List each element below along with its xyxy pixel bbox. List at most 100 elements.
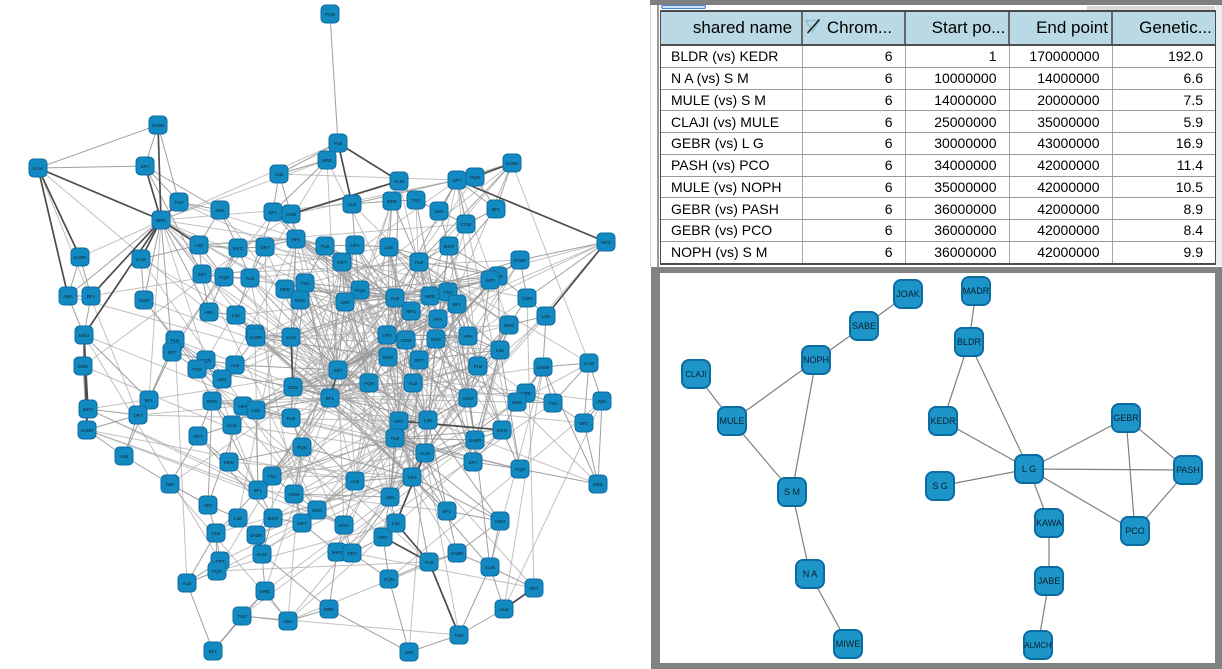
svg-text:DRT: DRT [337,260,347,265]
svg-text:PLB: PLB [171,338,180,343]
svg-text:PLB: PLB [415,260,424,265]
svg-text:HPA: HPA [203,503,213,508]
svg-text:HPA: HPA [238,404,248,409]
svg-text:NOPH: NOPH [803,355,829,365]
svg-text:DRT: DRT [579,421,589,426]
svg-text:SRT: SRT [529,586,538,591]
svg-text:TSO: TSO [300,281,310,286]
svg-text:KLM: KLM [420,451,430,456]
svg-text:HPA: HPA [433,317,443,322]
svg-text:JWA: JWA [63,294,73,299]
svg-text:TSO: TSO [407,475,417,480]
svg-text:BFL: BFL [254,488,263,493]
svg-text:MIWE: MIWE [836,639,861,649]
svg-text:CDM: CDM [139,298,150,303]
svg-text:JWA: JWA [597,399,607,404]
svg-text:N A: N A [803,569,818,579]
svg-text:ALB: ALB [351,479,360,484]
svg-text:JWA: JWA [165,482,175,487]
svg-text:SRT: SRT [215,559,224,564]
svg-text:JWA: JWA [215,208,225,213]
svg-text:S G: S G [932,481,948,491]
svg-text:PLB: PLB [287,416,296,421]
svg-text:MRE: MRE [387,199,397,204]
svg-text:BFL: BFL [145,398,154,403]
svg-text:JWA: JWA [217,377,227,382]
svg-text:BFL: BFL [443,509,452,514]
svg-text:GABR: GABR [536,365,550,370]
svg-text:PASH: PASH [1176,465,1200,475]
svg-text:PQN: PQN [325,12,335,17]
svg-text:NRG: NRG [601,240,612,245]
svg-text:KEDR: KEDR [930,416,956,426]
svg-text:CDM: CDM [461,222,472,227]
svg-text:KLM: KLM [257,552,267,557]
svg-text:ALMCH: ALMCH [1024,641,1051,650]
svg-text:SRT: SRT [452,178,461,183]
svg-text:JABE: JABE [1038,576,1061,586]
svg-text:MKO: MKO [332,550,343,555]
svg-text:KLM: KLM [33,166,43,171]
svg-text:GABR: GABR [249,335,263,340]
svg-text:PQN: PQN [470,175,480,180]
svg-text:CDM: CDM [401,338,412,343]
svg-text:GABR: GABR [80,428,94,433]
svg-text:MKO: MKO [504,323,515,328]
svg-text:KLM: KLM [485,565,495,570]
svg-text:KLM: KLM [394,179,404,184]
svg-text:MRE: MRE [593,482,603,487]
svg-text:MKO: MKO [268,516,279,521]
svg-text:TSO: TSO [454,633,464,638]
svg-text:LSE: LSE [252,408,261,413]
svg-text:SABE: SABE [852,321,876,331]
svg-text:GABR: GABR [450,551,464,556]
svg-text:PQN: PQN [212,569,222,574]
svg-text:PLB: PLB [212,531,221,536]
svg-text:HPA: HPA [394,419,404,424]
svg-text:L G: L G [1022,464,1036,474]
svg-text:LSE: LSE [385,245,394,250]
svg-text:GABR: GABR [73,255,87,260]
svg-text:ALB: ALB [348,202,357,207]
svg-text:GABR: GABR [249,533,263,538]
svg-text:TSO: TSO [443,290,453,295]
svg-text:CDM: CDM [495,519,506,524]
svg-text:JOAK: JOAK [896,289,920,299]
svg-text:GABR: GABR [513,258,527,263]
svg-text:S M: S M [784,487,800,497]
svg-text:DRT: DRT [133,413,143,418]
svg-text:DRT: DRT [382,333,392,338]
svg-text:GEBR: GEBR [1113,413,1139,423]
svg-text:KLM: KLM [136,257,146,262]
svg-text:SRT: SRT [197,272,206,277]
svg-text:MRE: MRE [425,294,435,299]
svg-text:DRT: DRT [297,521,307,526]
svg-text:MKO: MKO [497,428,508,433]
svg-text:NRG: NRG [431,337,442,342]
svg-text:MKO: MKO [383,355,394,360]
svg-text:BFL: BFL [453,302,462,307]
svg-text:BLDR: BLDR [957,337,982,347]
svg-text:CDM: CDM [463,396,474,401]
svg-text:NRG: NRG [295,298,306,303]
svg-text:NRG: NRG [156,218,167,223]
svg-text:GABR: GABR [151,123,165,128]
svg-text:ALB: ALB [275,172,284,177]
svg-text:LSE: LSE [234,516,243,521]
svg-text:HPA: HPA [378,535,388,540]
svg-text:PQN: PQN [355,288,365,293]
svg-text:MRE: MRE [324,607,334,612]
svg-text:NRG: NRG [339,523,350,528]
svg-text:MRE: MRE [521,391,531,396]
svg-text:BFL: BFL [87,294,96,299]
svg-text:MRE: MRE [280,287,290,292]
svg-text:PLB: PLB [425,560,434,565]
svg-text:ALB: ALB [231,363,240,368]
svg-text:HPA: HPA [463,334,473,339]
svg-text:SRT: SRT [167,350,176,355]
svg-text:PLB: PLB [321,244,330,249]
svg-text:TSO: TSO [237,614,247,619]
svg-text:TSO: TSO [267,474,277,479]
svg-text:PLB: PLB [334,141,343,146]
svg-text:SRT: SRT [333,368,342,373]
